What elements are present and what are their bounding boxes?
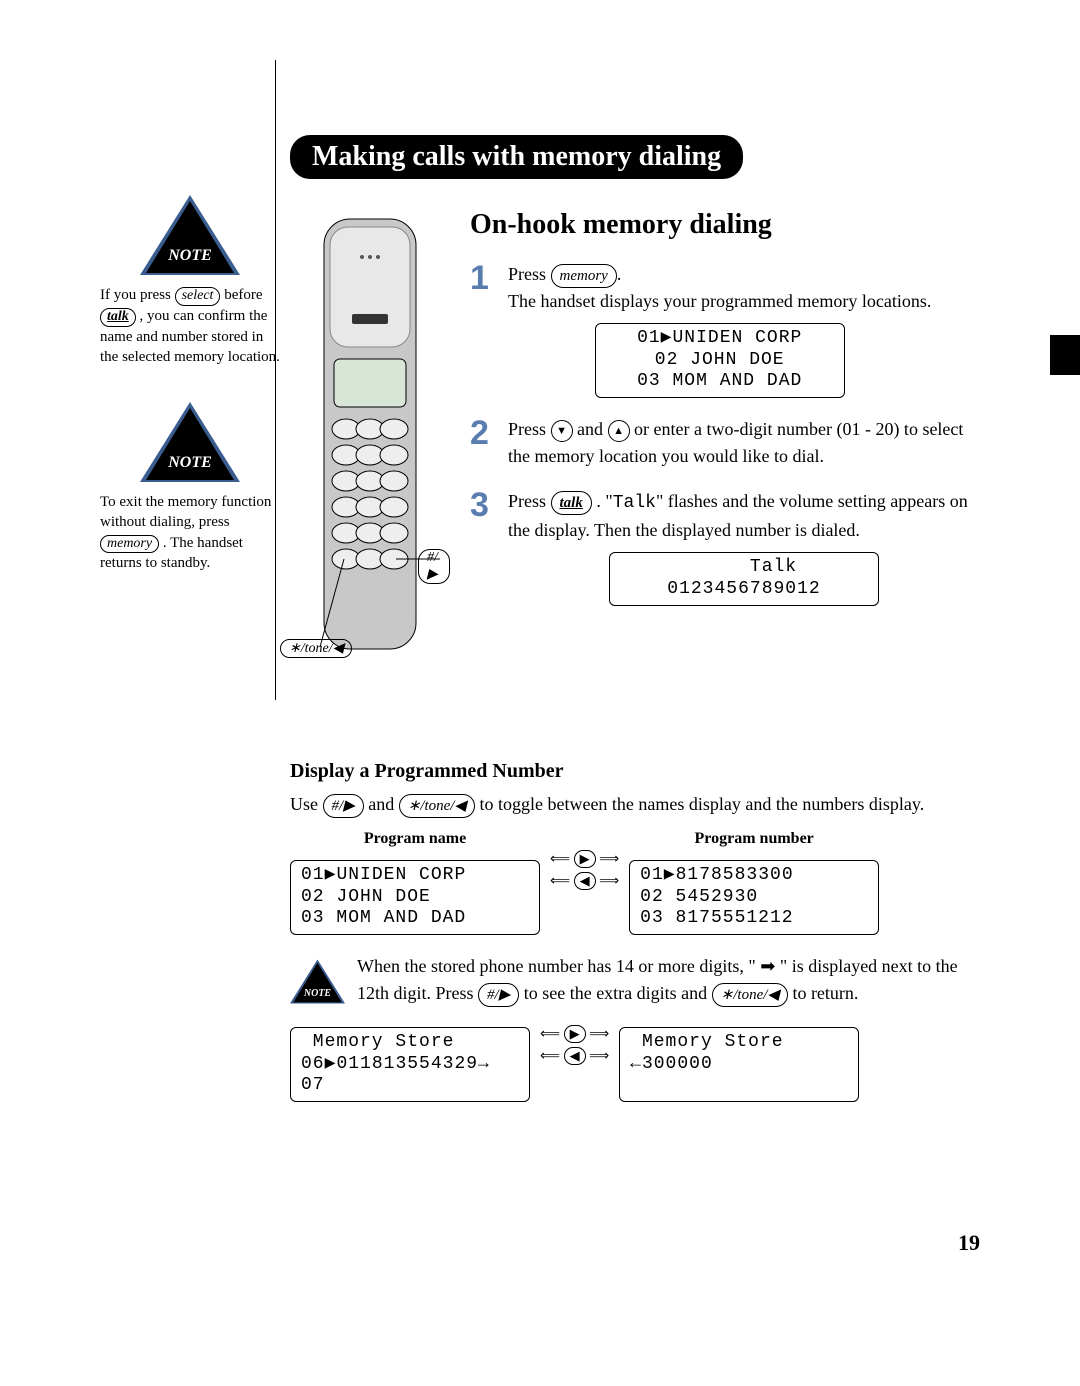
toggle-arrows: ⟸ ▶ ⟹ ⟸ ◀ ⟹ (550, 830, 619, 890)
note-1-text: If you press select before talk , you ca… (100, 285, 280, 367)
display-programmed-section: Display a Programmed Number Use #/▶ and … (290, 760, 990, 1120)
subheading: Display a Programmed Number (290, 760, 990, 783)
up-arrow-icon: ▲ (608, 420, 630, 442)
lcd-memory-list: 01▶UNIDEN CORP 02 JOHN DOE 03 MOM AND DA… (595, 323, 845, 398)
txt: Press (508, 419, 551, 439)
note-label: NOTE (168, 454, 212, 472)
hash-key-label: #/▶ (323, 794, 364, 819)
left-arrow-icon: ◀ (564, 1047, 586, 1065)
txt: Press (508, 264, 551, 284)
memory-button-label: memory (100, 535, 159, 554)
main-content: Making calls with memory dialing (290, 135, 980, 664)
step-number: 2 (470, 416, 496, 470)
txt: Use (290, 794, 323, 814)
section-title: Making calls with memory dialing (290, 135, 743, 179)
txt: Press (508, 491, 551, 511)
page-number: 19 (958, 1230, 980, 1256)
note-2-text: To exit the memory function without dial… (100, 492, 280, 574)
step-2: 2 Press ▼ and ▲ or enter a two-digit num… (470, 416, 980, 470)
txt: to see the extra digits and (519, 983, 711, 1003)
sidebar: NOTE If you press select before talk , y… (100, 195, 280, 609)
txt: . (617, 264, 622, 284)
txt: If you press (100, 287, 175, 303)
note-triangle-small: NOTE (290, 959, 345, 1004)
handset-illustration: #/▶ ∗/tone/◀ (290, 209, 450, 664)
right-arrow-icon: ▶ (574, 850, 596, 868)
txt: To exit the memory function without dial… (100, 494, 271, 530)
tone-key-label: ∗/tone/◀ (712, 983, 788, 1008)
note-label: NOTE (168, 247, 212, 265)
steps-list: On-hook memory dialing 1 Press memory. T… (470, 209, 980, 664)
vertical-divider (275, 60, 276, 700)
note-triangle-2: NOTE (140, 402, 240, 482)
long-number-note: NOTE When the stored phone number has 14… (290, 953, 990, 1007)
toggle-paragraph: Use #/▶ and ∗/tone/◀ to toggle between t… (290, 791, 990, 818)
program-number-header: Program number (629, 830, 879, 848)
txt: . " (592, 491, 613, 511)
note-label: NOTE (304, 988, 331, 999)
thumb-tab (1050, 335, 1080, 375)
txt: to toggle between the names display and … (475, 794, 924, 814)
txt: before (220, 287, 262, 303)
select-button-label: select (175, 287, 221, 306)
lcd-long-left: Memory Store 06▶011813554329→ 07 (290, 1027, 530, 1102)
lcd-long-right: Memory Store ←300000 (619, 1027, 859, 1102)
step-number: 1 (470, 261, 496, 398)
down-arrow-icon: ▼ (551, 420, 573, 442)
talk-button-label: talk (551, 491, 592, 516)
toggle-arrows: ⟸ ▶ ⟹ ⟸ ◀ ⟹ (540, 1019, 609, 1065)
subtitle: On-hook memory dialing (470, 209, 980, 241)
left-arrow-icon: ◀ (574, 872, 596, 890)
memory-button-label: memory (551, 264, 617, 289)
step-1: 1 Press memory. The handset displays you… (470, 261, 980, 398)
note-triangle-1: NOTE (140, 195, 240, 275)
long-number-example-row: Memory Store 06▶011813554329→ 07 ⟸ ▶ ⟹ ⟸… (290, 1019, 990, 1102)
talk-button-label: talk (100, 308, 136, 327)
program-name-header: Program name (290, 830, 540, 848)
right-arrow-icon: ▶ (564, 1025, 586, 1043)
name-number-toggle-row: Program name 01▶UNIDEN CORP 02 JOHN DOE … (290, 830, 990, 935)
lcd-names: 01▶UNIDEN CORP 02 JOHN DOE 03 MOM AND DA… (290, 860, 540, 935)
tone-key-label: ∗/tone/◀ (399, 794, 475, 819)
step-number: 3 (470, 488, 496, 606)
talk-text: Talk (613, 493, 656, 513)
hash-key-label: #/▶ (478, 983, 519, 1008)
txt: and (364, 794, 399, 814)
lcd-dialing: Talk 0123456789012 (609, 552, 879, 606)
step-3: 3 Press talk . "Talk" flashes and the vo… (470, 488, 980, 606)
txt: The handset displays your programmed mem… (508, 291, 931, 311)
txt: and (573, 419, 608, 439)
txt: to return. (788, 983, 858, 1003)
hash-key-label: #/▶ (418, 549, 450, 584)
lcd-numbers: 01▶8178583300 02 5452930 03 8175551212 (629, 860, 879, 935)
tone-key-label: ∗/tone/◀ (280, 639, 352, 658)
